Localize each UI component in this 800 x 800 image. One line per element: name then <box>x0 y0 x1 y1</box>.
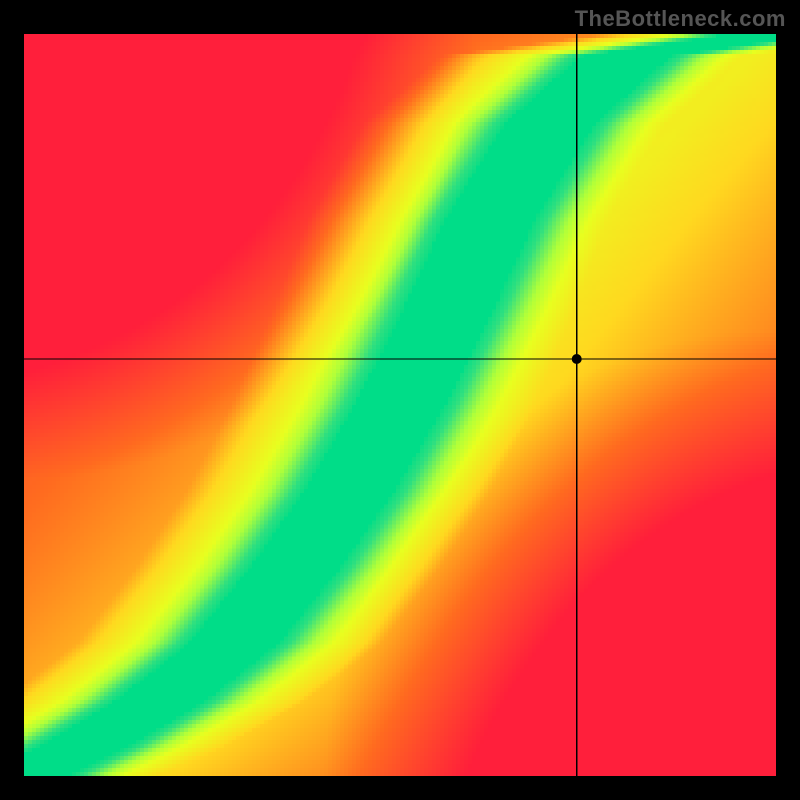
plot-area <box>24 34 776 776</box>
heatmap-canvas <box>24 34 776 776</box>
chart-container: TheBottleneck.com <box>0 0 800 800</box>
watermark-label: TheBottleneck.com <box>575 6 786 32</box>
